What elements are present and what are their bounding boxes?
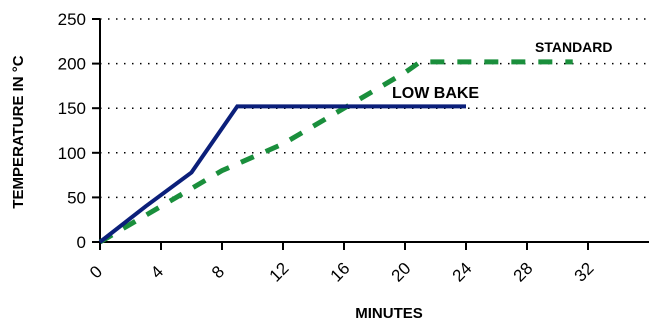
series-layer xyxy=(98,59,573,245)
x-tick-label-20: 20 xyxy=(388,259,415,286)
grid-layer xyxy=(100,18,649,199)
x-tick-label-8: 8 xyxy=(208,262,228,282)
x-tick-label-12: 12 xyxy=(266,259,293,286)
series-line-standard xyxy=(98,59,573,245)
x-tick-label-0: 0 xyxy=(86,262,106,282)
x-tick-label-24: 24 xyxy=(449,259,476,286)
y-axis-title: TEMPERATURE IN °C xyxy=(10,55,27,208)
x-tick-label-32: 32 xyxy=(571,259,598,286)
y-tick-label-200: 200 xyxy=(58,55,86,74)
labels-layer: 0 50 100 150 200 250 0 4 8 12 16 20 24 28 32 LOW BAKE ST… xyxy=(58,10,613,286)
y-tick-label-250: 250 xyxy=(58,10,86,29)
x-tick-label-16: 16 xyxy=(327,259,354,286)
x-tick-label-28: 28 xyxy=(510,259,537,286)
series-label-standard: STANDARD xyxy=(535,39,613,55)
series-line-low-bake xyxy=(98,104,466,244)
axes-layer xyxy=(92,18,649,250)
series-label-low-bake: LOW BAKE xyxy=(392,85,479,102)
x-tick-label-4: 4 xyxy=(147,262,167,282)
y-tick-label-50: 50 xyxy=(67,188,86,207)
y-tick-label-0: 0 xyxy=(77,233,86,252)
x-axis-title: MINUTES xyxy=(355,305,423,322)
y-tick-label-150: 150 xyxy=(58,99,86,118)
y-tick-label-100: 100 xyxy=(58,144,86,163)
